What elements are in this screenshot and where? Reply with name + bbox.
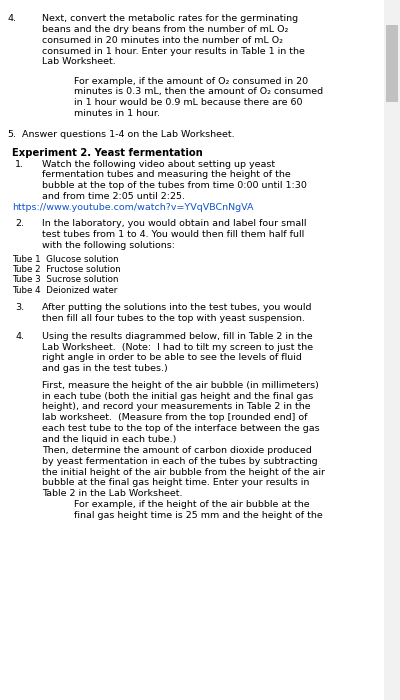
Text: in each tube (both the initial gas height and the final gas: in each tube (both the initial gas heigh… [42, 391, 313, 400]
Text: In the laboratory, you would obtain and label four small: In the laboratory, you would obtain and … [42, 220, 306, 228]
Text: then fill all four tubes to the top with yeast suspension.: then fill all four tubes to the top with… [42, 314, 305, 323]
Text: consumed in 20 minutes into the number of mL O₂: consumed in 20 minutes into the number o… [42, 36, 283, 45]
Text: First, measure the height of the air bubble (in millimeters): First, measure the height of the air bub… [42, 381, 319, 390]
Text: Tube 2  Fructose solution: Tube 2 Fructose solution [12, 265, 121, 274]
Text: After putting the solutions into the test tubes, you would: After putting the solutions into the tes… [42, 303, 312, 312]
Text: minutes is 0.3 mL, then the amount of O₂ consumed: minutes is 0.3 mL, then the amount of O₂… [74, 88, 323, 97]
Text: and from time 2:05 until 2:25.: and from time 2:05 until 2:25. [42, 193, 185, 201]
Bar [384, 0, 400, 700]
Text: final gas height time is 25 mm and the height of the: final gas height time is 25 mm and the h… [74, 511, 323, 520]
Text: bubble at the top of the tubes from time 0:00 until 1:30: bubble at the top of the tubes from time… [42, 181, 307, 190]
Text: Then, determine the amount of carbon dioxide produced: Then, determine the amount of carbon dio… [42, 446, 312, 455]
Text: https://www.youtube.com/watch?v=YVqVBCnNgVA: https://www.youtube.com/watch?v=YVqVBCnN… [12, 203, 254, 212]
Text: For example, if the height of the air bubble at the: For example, if the height of the air bu… [74, 500, 310, 509]
Text: 5.: 5. [7, 130, 16, 139]
Text: Watch the following video about setting up yeast: Watch the following video about setting … [42, 160, 275, 169]
Text: Table 2 in the Lab Worksheet.: Table 2 in the Lab Worksheet. [42, 489, 182, 498]
Text: consumed in 1 hour. Enter your results in Table 1 in the: consumed in 1 hour. Enter your results i… [42, 46, 305, 55]
Text: Using the results diagrammed below, fill in Table 2 in the: Using the results diagrammed below, fill… [42, 332, 313, 341]
Text: Experiment 2. Yeast fermentation: Experiment 2. Yeast fermentation [12, 148, 203, 158]
Text: bubble at the final gas height time. Enter your results in: bubble at the final gas height time. Ent… [42, 478, 309, 487]
Text: the initial height of the air bubble from the height of the air: the initial height of the air bubble fro… [42, 468, 325, 477]
Text: lab worksheet.  (Measure from the top [rounded end] of: lab worksheet. (Measure from the top [ro… [42, 413, 308, 422]
Text: For example, if the amount of O₂ consumed in 20: For example, if the amount of O₂ consume… [74, 76, 308, 85]
Text: in 1 hour would be 0.9 mL because there are 60: in 1 hour would be 0.9 mL because there … [74, 98, 302, 107]
Text: Lab Worksheet.  (Note:  I had to tilt my screen to just the: Lab Worksheet. (Note: I had to tilt my s… [42, 342, 313, 351]
Bar [386, 25, 398, 101]
Text: Tube 1  Glucose solution: Tube 1 Glucose solution [12, 255, 119, 264]
Text: 4.: 4. [15, 332, 24, 341]
Text: Tube 4  Deionized water: Tube 4 Deionized water [12, 286, 117, 295]
Text: Lab Worksheet.: Lab Worksheet. [42, 57, 116, 66]
Text: and the liquid in each tube.): and the liquid in each tube.) [42, 435, 176, 444]
Text: 3.: 3. [15, 303, 24, 312]
Text: Answer questions 1-4 on the Lab Worksheet.: Answer questions 1-4 on the Lab Workshee… [22, 130, 235, 139]
Text: minutes in 1 hour.: minutes in 1 hour. [74, 109, 160, 118]
Text: by yeast fermentation in each of the tubes by subtracting: by yeast fermentation in each of the tub… [42, 456, 318, 466]
Text: with the following solutions:: with the following solutions: [42, 241, 175, 250]
Text: 4.: 4. [7, 14, 16, 23]
Text: 2.: 2. [15, 220, 24, 228]
Text: each test tube to the top of the interface between the gas: each test tube to the top of the interfa… [42, 424, 320, 433]
Text: Tube 3  Sucrose solution: Tube 3 Sucrose solution [12, 275, 118, 284]
Text: right angle in order to be able to see the levels of fluid: right angle in order to be able to see t… [42, 354, 302, 363]
Text: fermentation tubes and measuring the height of the: fermentation tubes and measuring the hei… [42, 171, 291, 179]
Text: test tubes from 1 to 4. You would then fill them half full: test tubes from 1 to 4. You would then f… [42, 230, 304, 239]
Text: beans and the dry beans from the number of mL O₂: beans and the dry beans from the number … [42, 25, 288, 34]
Text: height), and record your measurements in Table 2 in the: height), and record your measurements in… [42, 402, 311, 412]
Text: and gas in the test tubes.): and gas in the test tubes.) [42, 364, 168, 373]
Text: Next, convert the metabolic rates for the germinating: Next, convert the metabolic rates for th… [42, 14, 298, 23]
Text: 1.: 1. [15, 160, 24, 169]
